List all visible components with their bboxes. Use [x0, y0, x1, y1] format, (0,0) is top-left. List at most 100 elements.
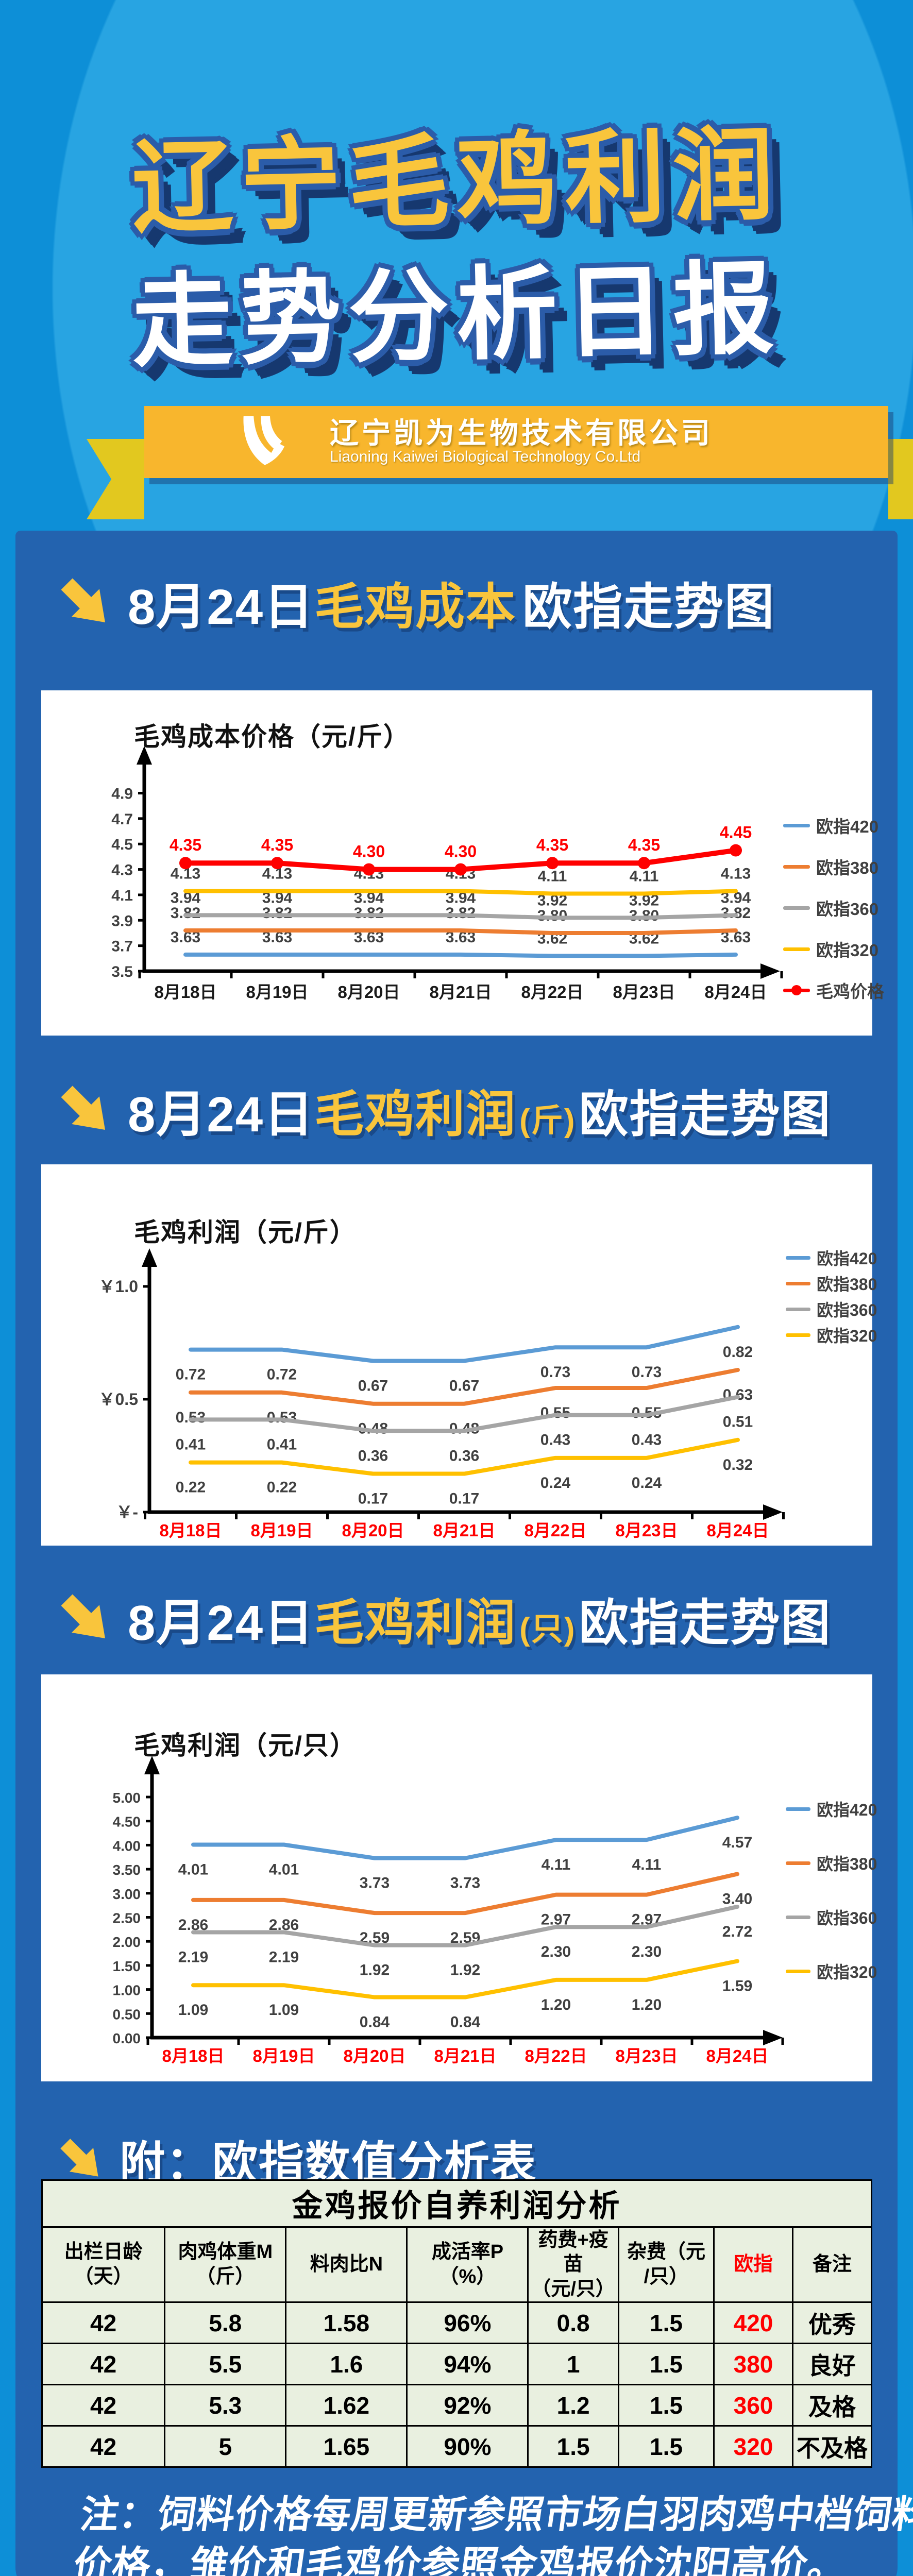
legend-item: 欧指380 [786, 1851, 877, 1875]
data-label: 0.72 [176, 1366, 206, 1383]
legend-label: 欧指380 [816, 858, 879, 877]
data-label: 0.84 [450, 2014, 481, 2031]
legend-item: 欧指380 [783, 854, 878, 879]
table-header-cell: 成活率P （%） [406, 2226, 529, 2303]
x-axis-label: 8月18日 [162, 2046, 224, 2065]
y-tick-label: 1.50 [113, 1958, 141, 1974]
legend-item: 欧指360 [786, 1297, 877, 1321]
legend-marker-dot [791, 985, 802, 995]
table-row: 42 5.5 1.6 94% 1 1.5 380 良好 [41, 2343, 873, 2385]
legend-label: 欧指360 [817, 1301, 877, 1319]
data-label: 0.72 [267, 1366, 297, 1383]
legend-swatch [786, 1281, 810, 1285]
legend-swatch [786, 1333, 810, 1337]
data-label: 1.92 [450, 1962, 480, 1979]
data-label: 0.17 [449, 1490, 479, 1507]
data-label: 0.32 [723, 1456, 753, 1473]
main-title-line2: 走势分析日报 [130, 252, 783, 379]
table-cell: 1.6 [285, 2343, 408, 2385]
table-cell: 5.3 [164, 2384, 287, 2427]
y-tick-label: 3.50 [113, 1862, 141, 1878]
series-line-欧指360 [183, 913, 738, 920]
legend-item: 欧指320 [786, 1323, 877, 1347]
table-cell: 及格 [791, 2384, 873, 2427]
section-title-profit-bird: 8月24日毛鸡利润(只)欧指走势图 [57, 1583, 881, 1654]
x-axis-label: 8月21日 [434, 2046, 496, 2065]
y-tick-label: 3.00 [113, 1886, 141, 1902]
section-title-profit-jin: 8月24日毛鸡利润(斤)欧指走势图 [57, 1074, 881, 1146]
table-cell: 42 [41, 2425, 166, 2468]
legend-item: 欧指420 [783, 813, 878, 838]
data-label: 3.73 [450, 1875, 480, 1892]
legend-label: 欧指420 [817, 1801, 877, 1819]
table-cell: 42 [41, 2343, 166, 2385]
data-label: 0.73 [540, 1364, 570, 1381]
y-tick-label: 0.00 [113, 2030, 141, 2046]
y-tick-label: 1.00 [113, 1982, 141, 1998]
y-tick-label: ￥0.5 [99, 1390, 139, 1409]
company-name-en: Liaoning Kaiwei Biological Technology Co… [330, 448, 641, 465]
profit-per-bird-line-chart: 0.00 0.50 1.00 1.50 2.00 2.50 3.00 3.50 4.00 4.50… [113, 1756, 784, 2065]
y-tick-label: 4.00 [113, 1838, 141, 1854]
data-label: 0.84 [360, 2014, 390, 2031]
data-label: 1.20 [632, 1996, 662, 2013]
data-label: 0.43 [540, 1432, 570, 1449]
table-cell: 42 [41, 2384, 166, 2427]
data-label: 2.30 [632, 1943, 662, 1960]
x-axis-label: 8月22日 [521, 982, 583, 1002]
legend-item: 欧指380 [786, 1272, 877, 1295]
y-tick-label: 4.5 [111, 836, 133, 853]
legend-item: 欧指360 [783, 895, 878, 920]
series-line-欧指360 [189, 1395, 740, 1433]
company-logo-icon [243, 416, 284, 465]
data-label: 4.57 [722, 1834, 752, 1851]
x-axis-label: 8月21日 [433, 1521, 495, 1540]
data-label: 4.01 [269, 1861, 299, 1878]
data-label: 4.11 [632, 1856, 662, 1873]
y-tick-label: 2.50 [113, 1910, 141, 1926]
y-tick-label: 5.00 [113, 1790, 141, 1806]
data-label: 4.30 [445, 842, 477, 861]
data-label: 0.67 [358, 1377, 388, 1394]
footnote-line1: 注：饲料价格每周更新参照市场白羽肉鸡中档饲料 [78, 2493, 913, 2536]
series-line-欧指420 [191, 1816, 739, 1860]
data-label: 4.30 [353, 842, 385, 861]
data-label: 0.41 [176, 1436, 206, 1453]
table-cell: 5 [164, 2425, 287, 2468]
table-header-cell: 药费+疫苗 （元/只） [527, 2226, 619, 2303]
chart-title: 毛鸡成本价格（元/斤） [134, 722, 410, 751]
legend-label: 欧指320 [817, 1963, 877, 1981]
data-label: 0.22 [267, 1479, 297, 1496]
data-label: 0.22 [176, 1479, 206, 1496]
y-tick-label: 3.7 [111, 938, 133, 955]
legend-label: 欧指320 [817, 1327, 877, 1345]
legend-swatch [786, 1307, 810, 1311]
down-right-arrow-icon [60, 2138, 98, 2177]
series-line-欧指320 [191, 1959, 739, 1999]
y-tick-label: 4.3 [111, 862, 133, 879]
data-label: 4.35 [261, 836, 293, 854]
data-label: 4.35 [628, 836, 660, 854]
data-label: 4.11 [538, 868, 567, 885]
data-label: 2.30 [541, 1943, 571, 1960]
legend-item: 欧指420 [786, 1246, 877, 1269]
section-title-text: 8月24日毛鸡利润(只)欧指走势图 [128, 1596, 832, 1651]
legend-label: 欧指380 [817, 1855, 877, 1873]
data-label: 1.59 [722, 1978, 752, 1995]
down-right-arrow-icon [61, 1085, 106, 1130]
data-label: 0.24 [540, 1475, 571, 1492]
table-cell: 良好 [791, 2343, 873, 2385]
table-row: 42 5 1.65 90% 1.5 1.5 320 不及格 [41, 2425, 873, 2468]
table-cell: 1.5 [617, 2384, 715, 2427]
data-label: 4.13 [721, 866, 751, 883]
x-axis-label: 8月24日 [706, 1521, 769, 1540]
x-axis-label: 8月24日 [706, 2046, 768, 2065]
table-title: 金鸡报价自养利润分析 [41, 2179, 872, 2228]
legend-swatch [783, 947, 810, 951]
table-cell: 1 [527, 2343, 619, 2385]
table-cell: 94% [406, 2343, 529, 2385]
y-tick-label: ￥1.0 [99, 1277, 139, 1296]
ribbon-tail-left [87, 439, 144, 519]
data-label: 0.53 [267, 1409, 297, 1426]
table-header-cell: 欧指 [713, 2226, 793, 2303]
